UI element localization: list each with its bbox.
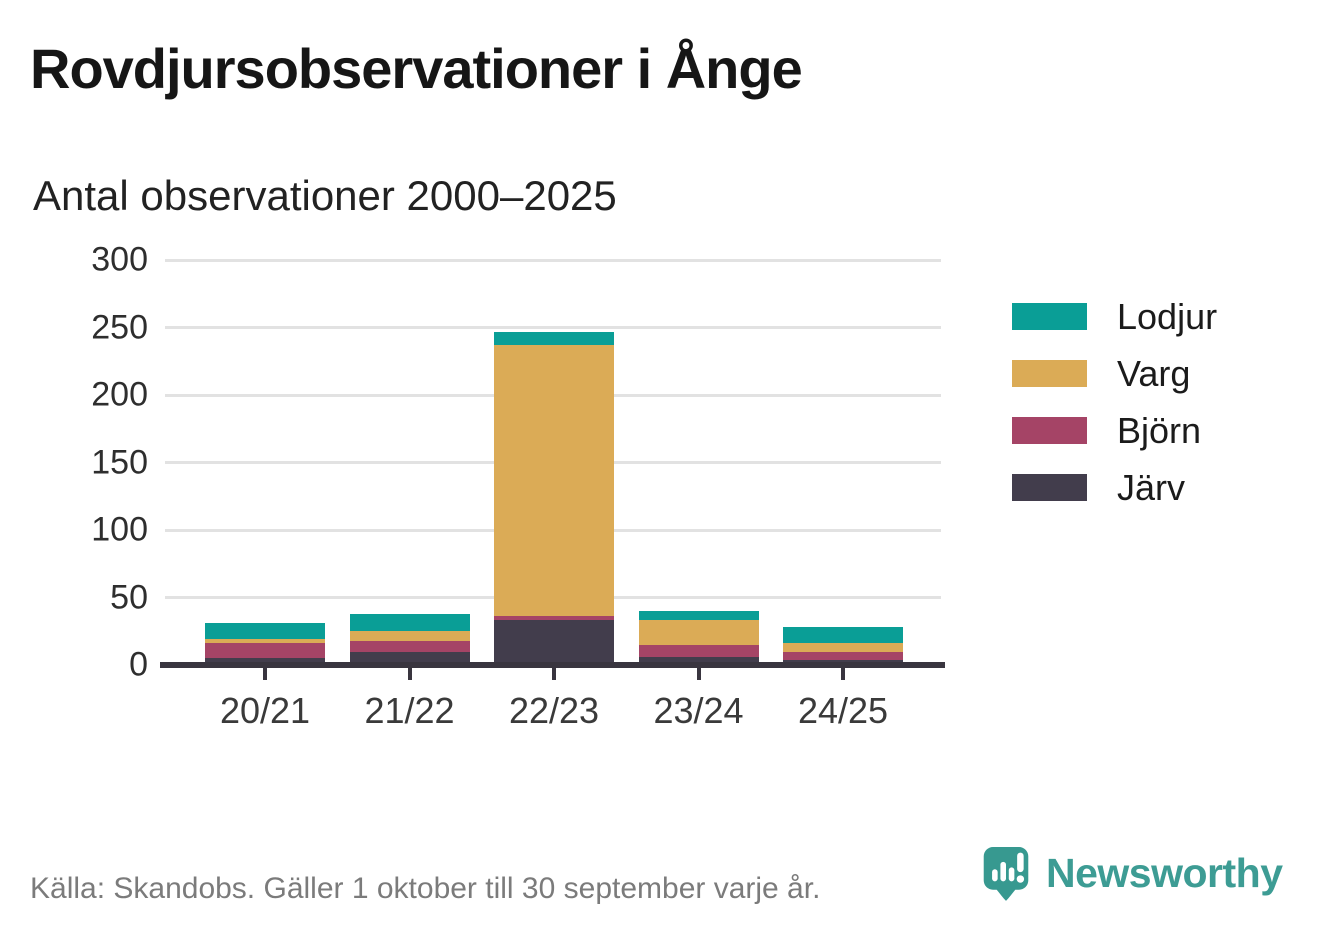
bar-segment-varg-22-23 [494,345,614,617]
y-axis: 0 50 100 150 200 250 300 [58,241,148,684]
x-axis-tick-23-24 [696,668,701,680]
x-axis-line [160,662,945,668]
legend-label-varg: Varg [1117,352,1191,394]
legend-item-varg: Varg [1012,345,1217,402]
chart-title: Rovdjursobservationer i Ånge [30,37,803,100]
x-axis-tick-21-22 [407,668,412,680]
bar-segment-lodjur-20-21 [205,623,325,640]
y-axis-tick-label-100: 100 [91,510,148,549]
y-axis-tick-label-200: 200 [91,375,148,414]
legend-swatch-lodjur [1012,303,1087,330]
newsworthy-icon [983,847,1029,901]
bar-segment-björn-20-21 [205,643,325,659]
legend-item-järv: Järv [1012,459,1217,516]
y-axis-tick-label-50: 50 [110,578,148,616]
x-axis-label-20-21: 20/21 [219,690,311,731]
legend-label-järv: Järv [1117,466,1186,508]
x-axis-label-23-24: 23/24 [653,690,744,731]
y-axis-tick-label-150: 150 [91,443,148,481]
bar-segment-varg-20-21 [205,639,325,644]
legend-swatch-varg [1012,360,1087,387]
brand-name: Newsworthy [1046,849,1283,896]
bar-segment-järv-20-21 [205,658,325,665]
bar-segment-björn-23-24 [638,644,759,657]
x-axis-label-22-23: 22/23 [508,690,600,731]
bar-segment-järv-21-22 [349,651,470,665]
bar-segment-lodjur-24-25 [783,627,903,644]
legend-label-björn: Björn [1117,409,1202,451]
bar-segment-björn-24-25 [783,651,903,660]
x-axis-tick-20-21 [263,668,267,680]
bar-segment-järv-22-23 [494,620,614,665]
gridline-250 [165,326,941,329]
bar-segment-varg-24-25 [783,643,903,652]
bar-segment-varg-23-24 [638,620,759,645]
gridline-300 [165,258,941,262]
bar-segment-varg-21-22 [349,631,470,641]
x-axis-label-21-22: 21/22 [364,690,455,731]
x-axis-label-24-25: 24/25 [797,690,889,731]
y-axis-tick-label-0: 0 [129,645,148,684]
x-axis-tick-24-25 [841,668,845,680]
plot-area [165,258,941,665]
legend-item-björn: Björn [1012,402,1217,459]
y-axis-tick-label-250: 250 [91,308,148,346]
y-axis-tick-label-300: 300 [91,240,148,279]
bar-segment-björn-22-23 [494,616,614,621]
bar-segment-lodjur-22-23 [494,331,614,346]
source-note: Källa: Skandobs. Gäller 1 oktober till 3… [30,872,821,905]
bar-segment-lodjur-21-22 [349,613,470,632]
x-axis-tick-22-23 [552,668,556,680]
legend-item-lodjur: Lodjur [1012,288,1217,345]
legend-swatch-järv [1012,474,1087,501]
bar-segment-björn-21-22 [349,640,470,652]
chart-subtitle: Antal observationer 2000–2025 [33,172,617,219]
brand-logo: Newsworthy [980,842,1283,904]
bar-segment-järv-23-24 [638,656,759,665]
legend: Lodjur Varg Björn Järv [1012,288,1217,516]
legend-label-lodjur: Lodjur [1117,295,1218,337]
bar-segment-lodjur-23-24 [638,611,759,621]
legend-swatch-björn [1012,417,1087,444]
